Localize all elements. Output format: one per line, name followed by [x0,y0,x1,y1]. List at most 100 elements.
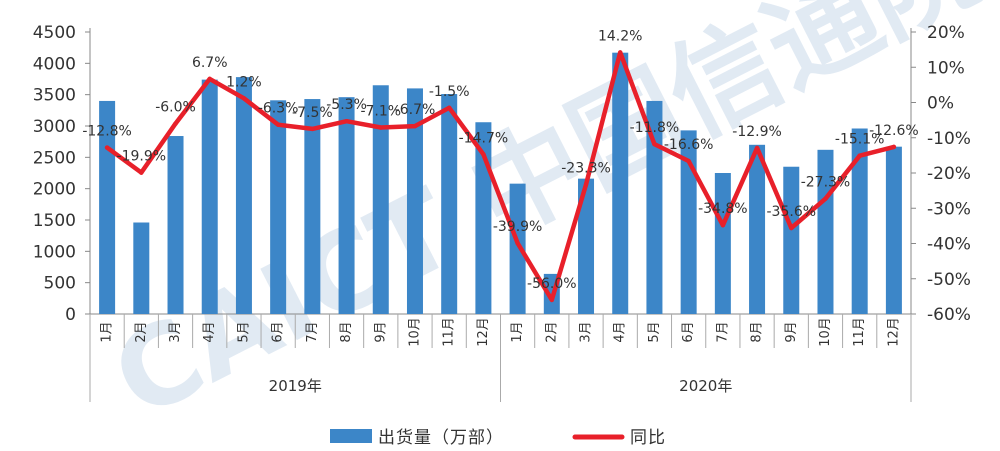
yoy-point [241,96,247,101]
yoy-data-label: -23.3% [561,161,611,177]
right-axis-tick-label: -40% [927,235,971,255]
x-axis-category-label: 8月 [750,321,765,342]
yoy-data-label: 14.2% [598,28,642,44]
x-axis-category-label: 7月 [305,321,320,342]
x-axis-category-label: 1月 [510,321,525,342]
yoy-data-label: -12.6% [869,123,919,139]
shipment-bar [714,173,731,314]
axes: 0 500 1000 1500 2000 2500 3000 3500 4000 4500 -60%… [33,23,971,402]
yoy-data-label: -34.8% [698,201,748,217]
legend-swatch-bar [330,429,372,443]
yoy-point [310,126,315,132]
yoy-data-label: -7.1% [360,104,401,120]
shipment-bar [578,178,595,314]
group-label: 2019年 [269,377,322,395]
yoy-data-label: -5.3% [326,97,367,113]
shipment-bar [749,144,766,314]
legend-label-bar: 出货量（万部） [378,428,504,448]
yoy-point [173,121,178,126]
x-axis-category-label: 4月 [202,321,217,342]
x-axis-category-label: 2月 [544,321,559,342]
shipment-bar [885,146,902,314]
yoy-point [891,144,897,150]
yoy-point [139,170,144,175]
x-axis-category-label: 12月 [476,317,491,347]
shipment-bar [270,100,287,314]
yoy-point [549,297,555,303]
yoy-point [789,225,794,231]
yoy-data-label: 6.7% [192,55,228,71]
group-label: 2020年 [679,377,732,395]
x-axis-category-label: 3月 [168,321,183,342]
left-axis-tick-label: 2000 [33,180,76,200]
shipment-bar [441,94,458,314]
left-axis-tick-label: 4000 [33,54,76,74]
shipment-bar [851,128,868,314]
right-axis-tick-label: -50% [927,270,971,290]
yoy-data-label: -1.5% [429,84,470,100]
shipment-bar [99,100,116,314]
left-axis-tick-label: 500 [44,274,76,294]
yoy-data-label: -6.7% [395,102,436,118]
yoy-data-label: 1.2% [226,74,262,90]
yoy-point [857,153,862,158]
shipment-bar [406,88,423,315]
shipment-bar [201,79,218,314]
yoy-data-label: -12.9% [732,124,782,140]
x-axis-category-label: 4月 [613,321,628,342]
yoy-point [104,145,110,150]
x-axis-category-label: 2月 [134,321,149,342]
right-axis-tick-label: 0% [927,94,954,114]
yoy-point [207,76,212,82]
yoy-data-label: -7.5% [292,105,333,121]
shipment-bar [304,99,321,314]
x-axis-category-label: 7月 [715,321,730,342]
legend: 出货量（万部） 同比 [330,428,665,448]
right-axis-tick-label: 10% [927,58,965,78]
x-axis-category-label: 9月 [373,321,388,342]
shipment-bar [133,222,150,314]
yoy-point [583,182,589,187]
x-axis-category-label: 11月 [852,317,867,347]
yoy-point [652,141,657,147]
left-axis-tick-label: 4500 [33,23,76,43]
yoy-data-label: -27.3% [801,175,851,191]
yoy-data-label: -35.6% [767,204,817,220]
x-axis-category-label: 6月 [681,321,696,342]
x-axis-category-label: 1月 [100,321,115,342]
yoy-point [686,158,691,164]
shipment-bar [372,85,389,315]
x-axis-category-label: 12月 [886,317,901,347]
x-axis-category-label: 6月 [271,321,286,342]
shipment-bar [235,77,252,315]
yoy-data-label: -39.9% [493,219,543,235]
yoy-line [104,50,897,303]
yoy-data-label: -6.0% [155,100,196,116]
line-series [104,50,897,303]
yoy-point [446,105,452,110]
right-axis-tick-label: -30% [927,199,971,219]
shipment-bar [646,100,663,314]
left-axis-tick-label: 2500 [33,148,76,168]
yoy-data-label: -11.8% [630,120,680,136]
yoy-data-label: -14.7% [459,130,509,146]
shipment-bar [612,52,629,315]
yoy-point [754,145,760,151]
yoy-data-label: -6.3% [258,101,299,117]
x-axis-category-label: 8月 [339,321,354,342]
x-axis-category-label: 3月 [579,321,594,342]
right-axis-tick-label: -60% [927,305,971,325]
left-axis-tick-label: 0 [65,305,76,325]
right-axis-tick-label: -20% [927,164,971,184]
left-axis-tick-label: 1000 [33,242,76,262]
right-axis-tick-label: -10% [927,129,971,149]
x-axis-category-label: 9月 [784,321,799,342]
yoy-data-label: -16.6% [664,137,714,153]
yoy-data-label: -12.8% [82,124,132,140]
x-axis-category-label: 11月 [442,317,457,347]
yoy-point [412,123,418,129]
shipment-bar [338,97,355,314]
left-axis-tick-label: 1500 [33,211,76,231]
shipment-bar [680,130,697,314]
